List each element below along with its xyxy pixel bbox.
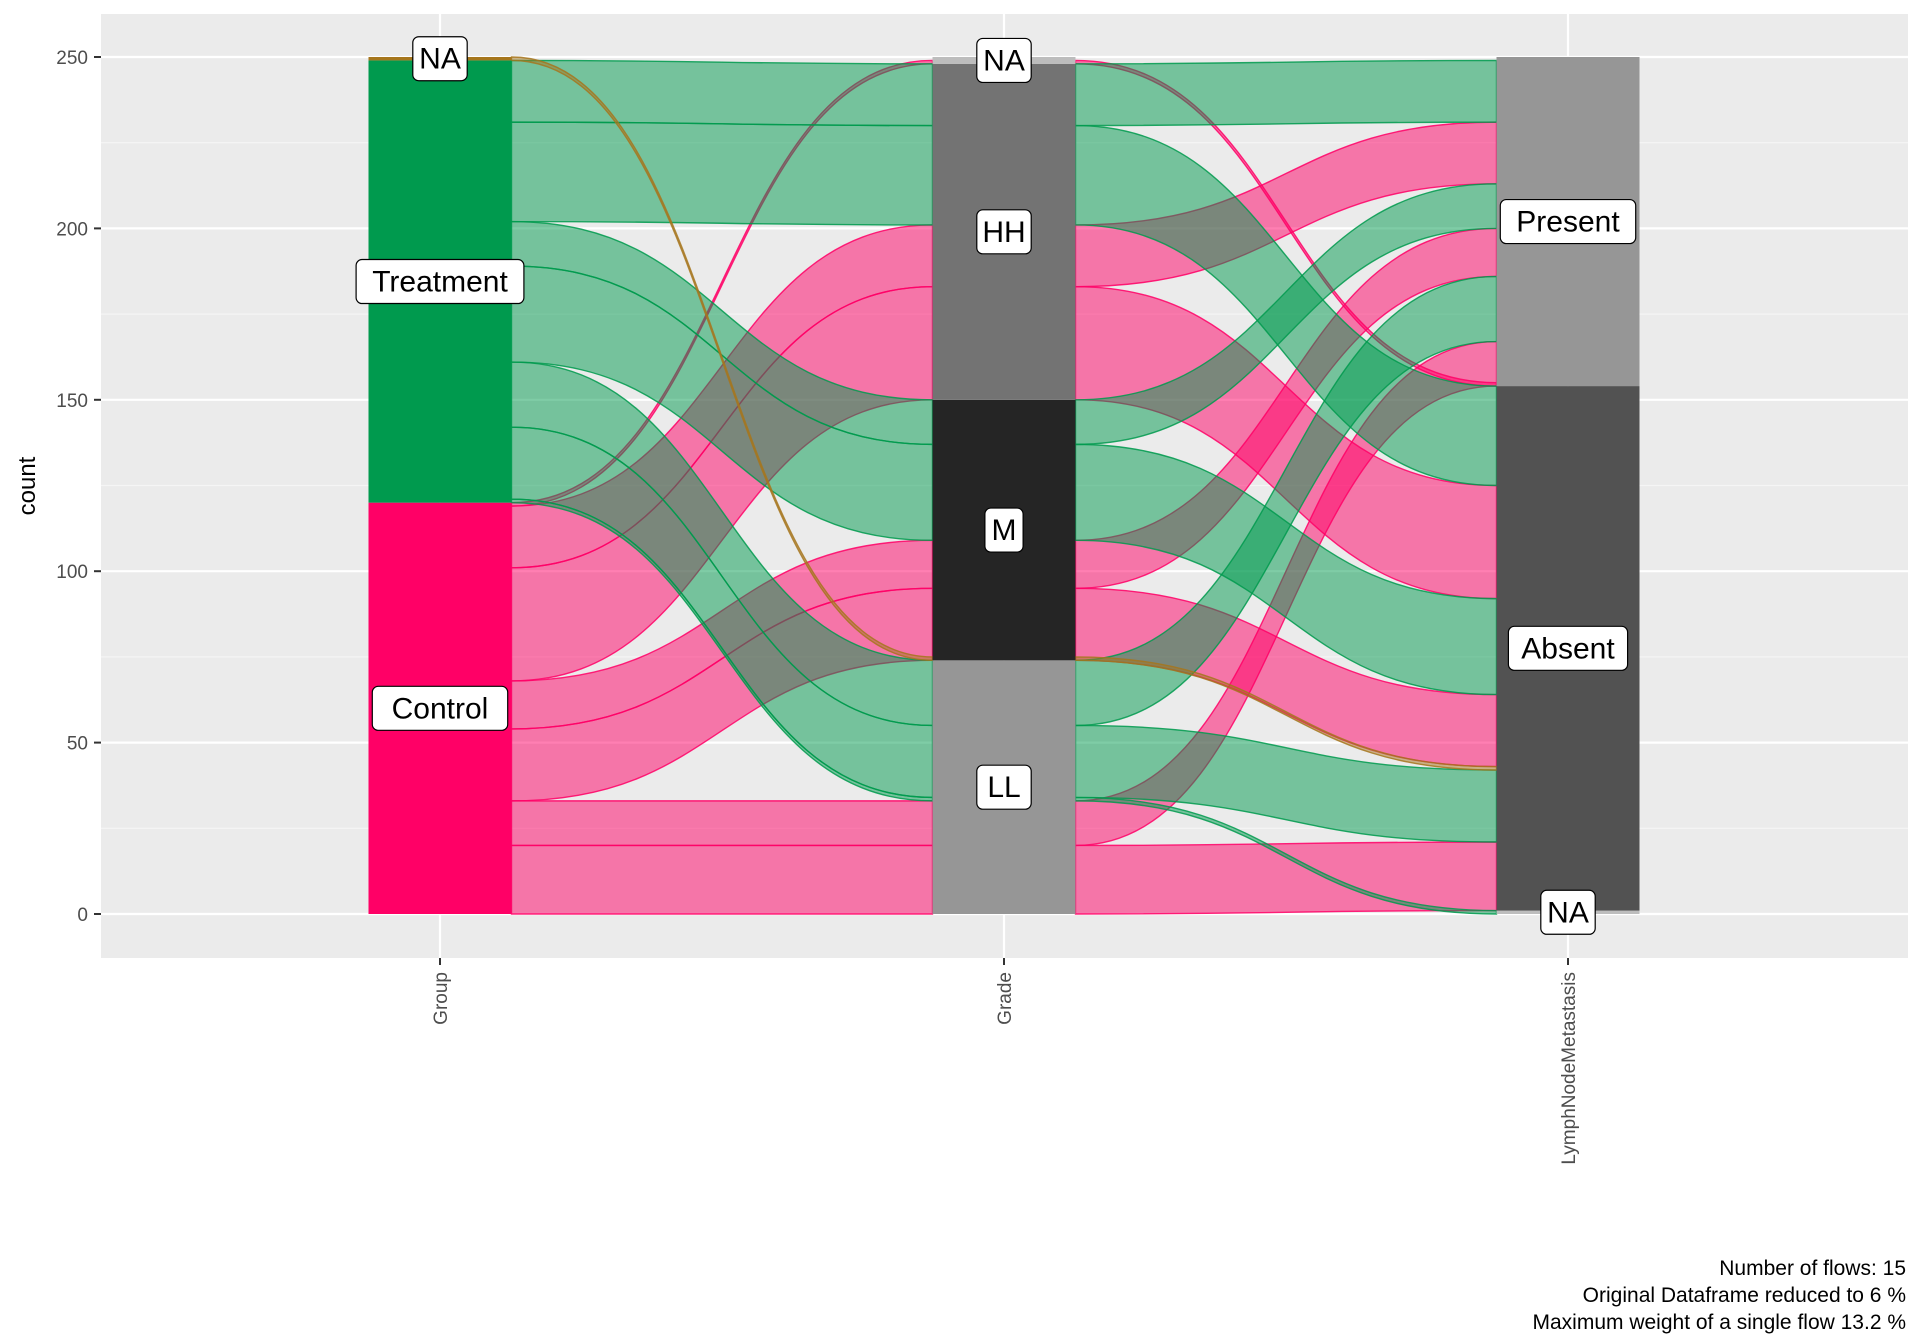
node-label-group-na: NA [412,36,468,82]
flow-control-ll-absent-segment-1 [510,844,934,915]
node-label-box [984,507,1024,553]
node-label-box [1499,198,1637,245]
flow-control-ll-present-segment-1 [510,800,934,847]
node-label-box [1507,625,1629,671]
flows [510,56,1498,915]
node-label-text: Present [1516,206,1620,239]
caption-line-flows: Number of flows: 15 [1719,1257,1906,1280]
node-label-group-control: Control [371,685,509,731]
flow-treatment-hh-present-segment-1 [510,59,934,127]
y-tick-label-250: 250 [56,48,88,69]
caption-line-reduced: Original Dataframe reduced to 6 % [1582,1284,1906,1307]
x-tick-label-group: Group [431,972,452,1025]
x-tick-label-grade: Grade [995,972,1016,1025]
node-label-lymphnodemetastasis-present: Present [1499,198,1637,245]
flow-treatment-hh-present-segment-2 [1074,59,1498,127]
node-label-box [976,37,1032,84]
node-label-text: NA [1547,896,1589,929]
node-label-group-treatment: Treatment [355,258,525,305]
caption: Number of flows: 15 Original Dataframe r… [1533,1255,1907,1336]
node-label-box [412,36,468,82]
node-label-lymphnodemetastasis-absent: Absent [1507,625,1629,671]
node-label-box [1540,889,1596,935]
flow-control-ll-absent-segment-2 [1074,841,1498,915]
caption-line-max-weight: Maximum weight of a single flow 13.2 % [1532,1311,1907,1334]
y-tick-label-0: 0 [77,905,88,926]
node-label-text: Treatment [372,266,508,299]
node-label-text: HH [982,216,1025,249]
y-tick-label-100: 100 [56,562,88,583]
flow-treatment-hh-absent-segment-1 [510,121,934,226]
node-label-text: M [992,514,1017,547]
node-label-text: NA [419,43,461,76]
node-label-lymphnodemetastasis-na: NA [1540,889,1596,935]
node-label-box [976,764,1032,810]
axis-ticks [94,56,1569,965]
x-tick-label-lymphnodemetastasis: LymphNodeMetastasis [1559,972,1580,1165]
node-label-text: LL [987,771,1020,804]
y-tick-label-50: 50 [67,734,88,755]
node-label-text: Control [392,692,489,725]
node-label-box [355,258,525,305]
x-tick-labels: Group Grade LymphNodeMetastasis [431,972,1580,1165]
node-label-grade-na: NA [976,37,1032,84]
node-labels: Control Treatment NA LL M HH NA NA Absent Present [355,36,1637,935]
y-tick-label-200: 200 [56,219,88,240]
node-label-grade-hh: HH [976,209,1032,255]
node-label-text: Absent [1521,632,1615,665]
node-label-grade-m: M [984,507,1024,553]
y-tick-labels: 0 50 100 150 200 250 [56,48,88,926]
node-label-grade-ll: LL [976,764,1032,810]
node-label-box [976,209,1032,255]
node-label-box [371,685,509,731]
y-axis-title: count [14,456,41,515]
y-tick-label-150: 150 [56,391,88,412]
node-label-text: NA [983,44,1025,77]
